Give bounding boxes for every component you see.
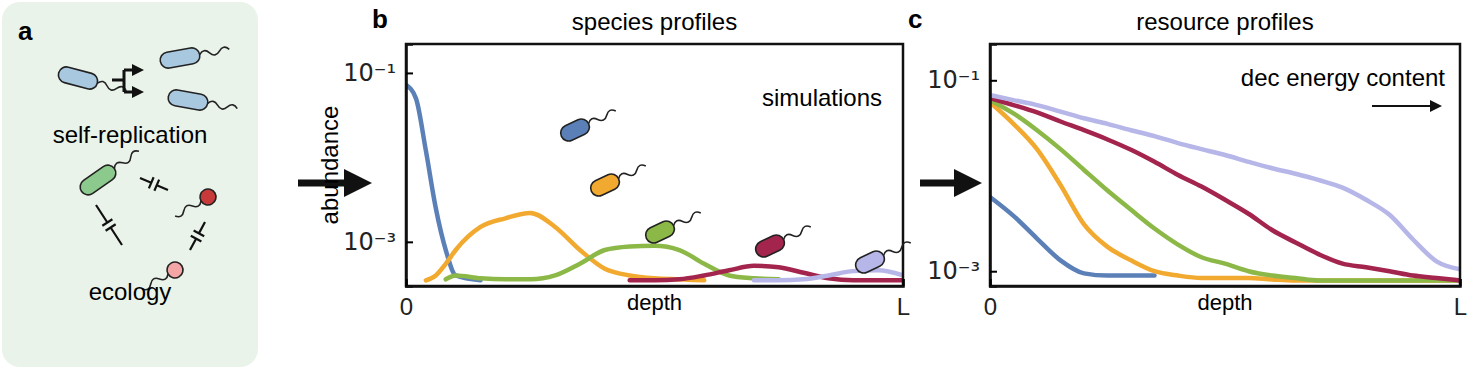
tick-label: 10⁻¹	[927, 66, 980, 94]
panel-label: b	[372, 4, 388, 34]
tick-label: 0	[984, 293, 997, 320]
series-line	[990, 100, 1460, 280]
axis-line	[407, 45, 414, 287]
cell-icon	[853, 236, 914, 276]
cell-icon	[558, 104, 619, 144]
cell-tail	[174, 198, 203, 218]
chart-title: resource profiles	[1136, 8, 1313, 35]
series-line	[406, 85, 481, 280]
caption: self-replication	[53, 121, 208, 148]
cell-body	[588, 171, 622, 198]
axis-line	[407, 279, 904, 287]
series-line	[754, 270, 903, 280]
chart-title: species profiles	[572, 8, 737, 35]
x-axis: 0L	[984, 279, 1467, 320]
y-tick: 10⁻¹	[927, 66, 997, 94]
tick-mark	[903, 279, 905, 286]
tick-label: L	[897, 293, 910, 320]
tick-label: 10⁻³	[343, 228, 396, 256]
cell-tail	[207, 101, 238, 112]
tick-mark	[406, 241, 413, 243]
tick-mark	[1460, 279, 1462, 286]
cell-icon	[57, 65, 129, 99]
x-tick: 0	[984, 279, 997, 320]
plot-frame	[990, 44, 1460, 286]
series-line	[446, 246, 779, 280]
cell-tail	[587, 108, 617, 126]
series-line	[990, 98, 1460, 280]
cell-icon	[171, 186, 219, 223]
tick-label: L	[1454, 293, 1467, 320]
cell-icon	[588, 159, 649, 199]
inhibition-symbol	[190, 222, 205, 250]
plot-frame	[406, 44, 903, 286]
cell-body	[159, 47, 201, 70]
x-tick: L	[1454, 279, 1467, 320]
y-axis-title: abundance	[316, 106, 343, 225]
x-tick: L	[897, 279, 910, 320]
x-axis-title: depth	[1197, 290, 1252, 315]
plot-area	[406, 85, 903, 280]
tick-label: 10⁻³	[927, 257, 980, 285]
cell-body	[853, 248, 887, 275]
cell-icon	[167, 89, 239, 117]
y-tick: 10⁻³	[343, 228, 413, 256]
cell-tail	[617, 163, 647, 181]
caption: ecology	[89, 278, 172, 305]
y-tick: 10⁻³	[927, 257, 997, 285]
cell-body	[77, 162, 119, 198]
chart-panel: 10⁻¹10⁻³0Lbspecies profilesdepthabundanc…	[316, 4, 914, 320]
inhibition-symbol	[96, 205, 122, 245]
fork-symbol	[112, 70, 136, 92]
cell-tail	[97, 80, 128, 94]
annotation: simulations	[762, 84, 882, 111]
plot-area	[990, 95, 1460, 280]
y-axis: 10⁻¹ 10⁻³	[343, 45, 413, 287]
cell-tail	[199, 46, 230, 57]
cell-tail	[113, 149, 141, 171]
cell-body	[558, 116, 592, 143]
figure: aself-replicationecology10⁻¹10⁻³0Lbspeci…	[0, 0, 1475, 369]
panel-label: a	[18, 16, 33, 46]
cell-body	[643, 218, 677, 245]
tick-mark	[990, 80, 997, 82]
cell-tail	[782, 224, 812, 242]
fork-arrow	[128, 69, 138, 71]
annotation: dec energy content	[1241, 64, 1445, 91]
cell-body	[167, 89, 209, 112]
tick-mark	[990, 271, 997, 273]
panel-label: c	[908, 4, 922, 34]
x-tick: 0	[400, 279, 413, 320]
flow-arrow	[920, 180, 968, 187]
cell-body	[197, 186, 219, 208]
tick-mark	[406, 72, 413, 74]
cell-icon	[753, 220, 814, 260]
fork-arrow	[128, 91, 138, 93]
cell-icon	[159, 41, 231, 69]
cell-tail	[882, 240, 912, 258]
chart-panel: 10⁻¹10⁻³0Lcresource profilesdepthdec ene…	[908, 4, 1467, 320]
y-axis: 10⁻¹ 10⁻³	[927, 45, 997, 287]
panel-background	[2, 2, 258, 367]
cell-tail	[672, 210, 702, 228]
cell-icon	[643, 206, 704, 246]
cell-body	[57, 65, 100, 91]
tick-mark	[406, 279, 408, 286]
axis-line	[991, 45, 998, 287]
annotation-arrow	[1372, 105, 1436, 107]
axis-line	[991, 279, 1461, 287]
x-axis-title: depth	[627, 290, 682, 315]
tick-label: 10⁻¹	[343, 59, 396, 87]
tick-mark	[990, 279, 992, 286]
cell-icon	[77, 145, 144, 198]
tick-label: 0	[400, 293, 413, 320]
x-axis: 0L	[400, 279, 910, 320]
series-line	[990, 95, 1460, 269]
panel-a: a self-replication ecology	[2, 2, 258, 367]
series-line	[990, 102, 1460, 280]
y-tick: 10⁻¹	[343, 59, 413, 87]
cell-body	[753, 232, 787, 259]
inhibition-symbol	[140, 177, 168, 190]
